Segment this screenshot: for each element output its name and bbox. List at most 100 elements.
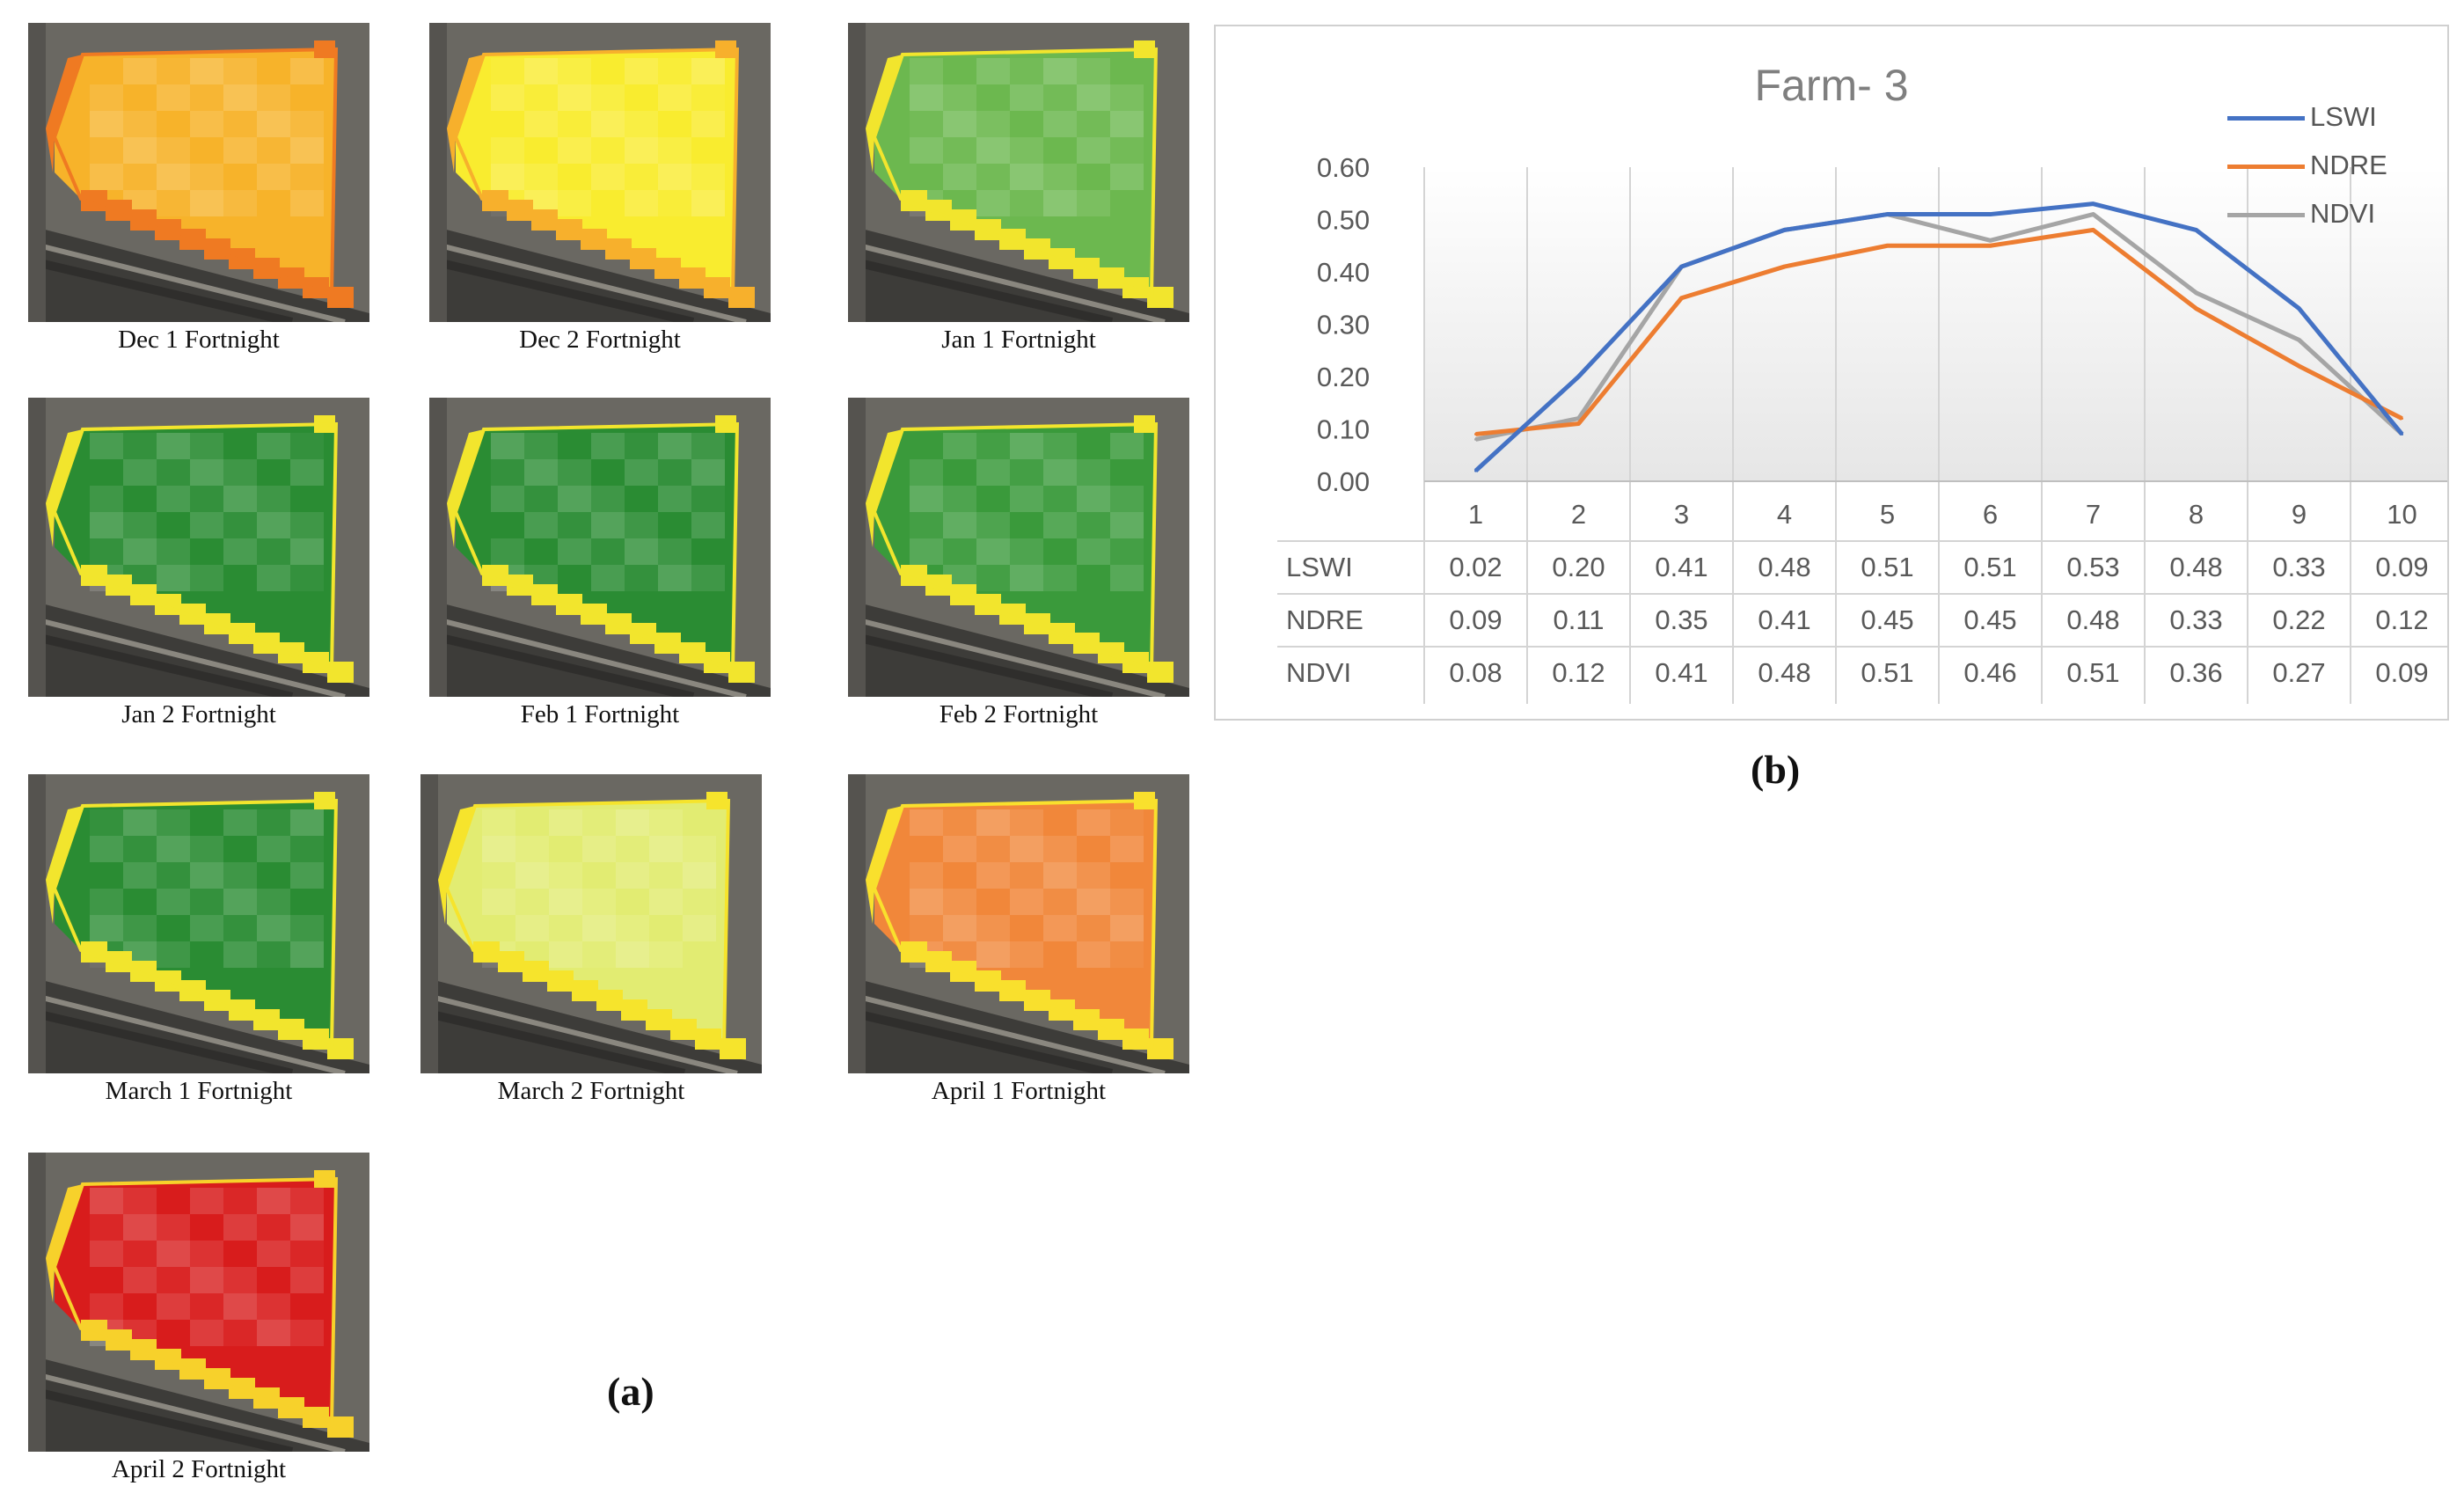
data-point-lswi bbox=[2195, 228, 2197, 231]
data-point-lswi bbox=[1989, 213, 1992, 216]
tile-label: April 1 Fortnight bbox=[931, 1077, 1107, 1105]
map-image bbox=[28, 398, 369, 697]
x-category-label: 9 bbox=[2292, 499, 2307, 530]
data-point-lswi bbox=[2401, 432, 2403, 436]
panel-b-label: (b) bbox=[1751, 747, 1801, 792]
y-tick-label: 0.40 bbox=[1317, 257, 1370, 288]
tile-label: Jan 2 Fortnight bbox=[121, 700, 276, 728]
map-image bbox=[28, 23, 369, 322]
table-row-name: NDRE bbox=[1286, 604, 1364, 635]
map-image bbox=[28, 1153, 369, 1452]
map-image bbox=[848, 398, 1189, 697]
data-point-ndre bbox=[2401, 417, 2403, 421]
data-point-ndvi bbox=[1989, 238, 1992, 242]
x-category-label: 10 bbox=[2387, 499, 2416, 530]
table-cell: 0.22 bbox=[2272, 604, 2325, 635]
map-image bbox=[848, 23, 1189, 322]
fortnight-map-tile bbox=[28, 1153, 369, 1452]
table-cell: 0.09 bbox=[2375, 657, 2428, 688]
table-cell: 0.09 bbox=[1449, 604, 1502, 635]
legend-swatch-ndvi bbox=[2227, 213, 2305, 218]
y-tick-label: 0.60 bbox=[1317, 152, 1370, 183]
chart-canvas: Farm- 3 0.00 0.10 0.20 0.30 0.40 0.50 0.60 1 2 3… bbox=[1277, 61, 2447, 704]
data-point-ndvi bbox=[2298, 338, 2300, 341]
table-cell: 0.12 bbox=[1552, 657, 1605, 688]
fortnight-map-tile bbox=[429, 23, 771, 322]
map-image bbox=[420, 774, 762, 1073]
series-line-ndre bbox=[1475, 227, 2403, 436]
fortnight-map-tile bbox=[429, 398, 771, 697]
legend-label-lswi: LSWI bbox=[2310, 101, 2377, 132]
fortnight-map-tile bbox=[28, 398, 369, 697]
y-tick-label: 0.10 bbox=[1317, 414, 1370, 445]
data-point-ndre bbox=[2298, 364, 2300, 368]
x-category-label: 8 bbox=[2189, 499, 2204, 530]
fortnight-map-tile bbox=[848, 398, 1189, 697]
table-cell: 0.48 bbox=[1758, 552, 1810, 582]
x-category-label: 3 bbox=[1674, 499, 1689, 530]
data-point-ndre bbox=[2195, 307, 2197, 311]
legend-item-ndre: NDRE bbox=[2227, 150, 2387, 181]
tile-label: Feb 1 Fortnight bbox=[520, 700, 680, 728]
table-cell: 0.36 bbox=[2169, 657, 2222, 688]
series-line-lswi bbox=[1473, 201, 2404, 472]
data-point-ndre bbox=[1680, 296, 1683, 300]
legend-label-ndvi: NDVI bbox=[2310, 198, 2376, 229]
x-category-label: 5 bbox=[1880, 499, 1895, 530]
table-cell: 0.41 bbox=[1655, 657, 1707, 688]
tile-label: Dec 1 Fortnight bbox=[118, 326, 280, 354]
data-point-lswi bbox=[1474, 469, 1477, 472]
table-row-name: LSWI bbox=[1286, 552, 1353, 582]
tile-label: March 1 Fortnight bbox=[105, 1077, 293, 1105]
map-image bbox=[429, 398, 771, 697]
data-point-lswi bbox=[1783, 228, 1786, 231]
x-category-label: 2 bbox=[1571, 499, 1586, 530]
data-point-lswi bbox=[2092, 202, 2095, 206]
data-point-ndvi bbox=[1577, 417, 1580, 421]
fortnight-map-tile bbox=[420, 774, 762, 1073]
x-category-label: 4 bbox=[1777, 499, 1792, 530]
table-cell: 0.33 bbox=[2272, 552, 2325, 582]
tile-label: Feb 2 Fortnight bbox=[939, 700, 1099, 728]
map-image bbox=[848, 774, 1189, 1073]
x-category-label: 1 bbox=[1468, 499, 1483, 530]
table-cell: 0.02 bbox=[1449, 552, 1502, 582]
table-cell: 0.08 bbox=[1449, 657, 1502, 688]
table-cell: 0.12 bbox=[2375, 604, 2428, 635]
fortnight-map-tile bbox=[848, 23, 1189, 322]
x-category-label: 7 bbox=[2086, 499, 2101, 530]
farm-3-chart: Farm- 3 0.00 0.10 0.20 0.30 0.40 0.50 0.60 1 2 3… bbox=[1214, 25, 2449, 721]
data-point-lswi bbox=[2298, 307, 2300, 311]
legend-swatch-lswi bbox=[2227, 116, 2305, 121]
table-cell: 0.41 bbox=[1655, 552, 1707, 582]
fortnight-map-tile bbox=[28, 23, 369, 322]
table-cell: 0.51 bbox=[1861, 552, 1913, 582]
tile-label: Jan 1 Fortnight bbox=[941, 326, 1096, 354]
table-cell: 0.53 bbox=[2066, 552, 2119, 582]
data-point-ndre bbox=[2092, 228, 2095, 231]
map-image bbox=[28, 774, 369, 1073]
data-point-ndre bbox=[1783, 265, 1786, 268]
table-cell: 0.51 bbox=[2066, 657, 2119, 688]
data-point-ndre bbox=[1474, 432, 1477, 436]
table-cell: 0.48 bbox=[2169, 552, 2222, 582]
data-point-ndre bbox=[1577, 422, 1580, 426]
series-line-ndvi bbox=[1475, 212, 2404, 442]
table-cell: 0.45 bbox=[1861, 604, 1913, 635]
plot-area bbox=[1424, 167, 2447, 481]
fortnight-map-tile bbox=[848, 774, 1189, 1073]
table-cell: 0.48 bbox=[2066, 604, 2119, 635]
panel-a-label: (a) bbox=[607, 1369, 654, 1414]
table-cell: 0.41 bbox=[1758, 604, 1810, 635]
y-tick-label: 0.50 bbox=[1317, 205, 1370, 236]
data-point-ndvi bbox=[1474, 437, 1477, 441]
table-cell: 0.51 bbox=[1861, 657, 1913, 688]
x-category-label: 6 bbox=[1983, 499, 1998, 530]
table-cell: 0.46 bbox=[1963, 657, 2016, 688]
table-cell: 0.35 bbox=[1655, 604, 1707, 635]
table-cell: 0.51 bbox=[1963, 552, 2016, 582]
tile-label: April 2 Fortnight bbox=[111, 1455, 287, 1483]
table-cell: 0.48 bbox=[1758, 657, 1810, 688]
table-cell: 0.20 bbox=[1552, 552, 1605, 582]
legend-label-ndre: NDRE bbox=[2310, 150, 2387, 180]
